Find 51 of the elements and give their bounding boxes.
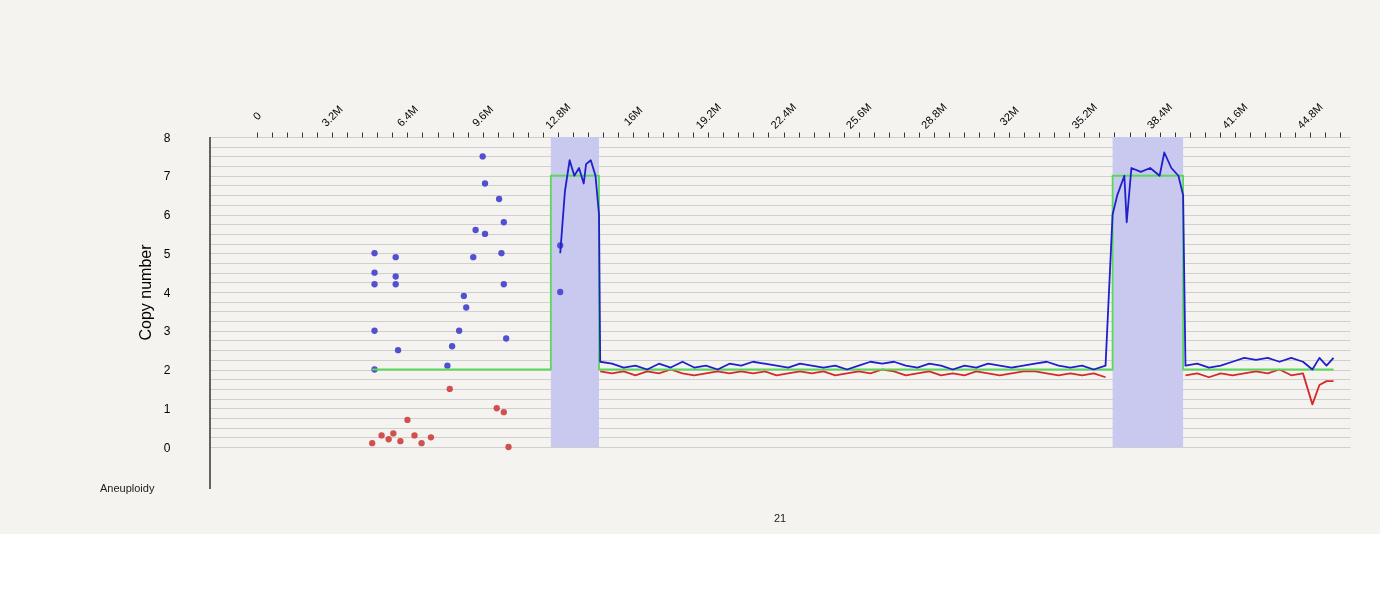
point <box>418 439 425 447</box>
point <box>503 335 510 342</box>
x-tick-label: 0 <box>250 109 264 123</box>
point <box>446 385 453 393</box>
point <box>455 327 463 334</box>
y-tick-label: 0 <box>163 440 171 455</box>
point <box>369 439 376 447</box>
y-axis-title: Copy number <box>136 243 154 341</box>
point <box>371 269 378 276</box>
point <box>385 436 392 443</box>
y-tick-label: 2 <box>163 363 171 377</box>
point <box>427 434 435 441</box>
text: Aneuploidy <box>100 482 155 494</box>
point <box>392 273 399 280</box>
point <box>371 327 378 334</box>
point <box>479 153 486 160</box>
point <box>448 343 456 350</box>
point <box>460 292 468 300</box>
point <box>397 438 404 445</box>
point <box>404 416 411 424</box>
point <box>371 281 378 288</box>
point <box>498 250 505 257</box>
y-tick-label: 8 <box>163 130 171 145</box>
point <box>392 253 399 261</box>
point <box>481 180 489 187</box>
point <box>378 432 385 439</box>
point <box>495 195 503 203</box>
y-tick-label: 3 <box>163 324 171 339</box>
point <box>500 408 507 416</box>
point <box>444 362 451 369</box>
point <box>500 219 507 226</box>
y-tick-label: 7 <box>163 169 171 184</box>
point <box>371 250 378 257</box>
text: 21 <box>773 512 787 524</box>
point <box>481 230 489 238</box>
point <box>557 288 564 296</box>
y-tick-label: 4 <box>163 285 171 300</box>
y-tick-label: 1 <box>163 401 171 416</box>
point <box>392 281 399 288</box>
point <box>500 281 507 288</box>
y-tick-label: 6 <box>163 208 171 222</box>
point <box>470 253 477 261</box>
line-series <box>559 151 1335 371</box>
point <box>472 226 479 234</box>
point <box>411 432 418 439</box>
point <box>390 430 397 437</box>
point <box>394 346 402 354</box>
point <box>463 304 470 311</box>
point <box>493 405 500 412</box>
point <box>505 443 512 451</box>
y-tick-label: 5 <box>163 246 171 261</box>
